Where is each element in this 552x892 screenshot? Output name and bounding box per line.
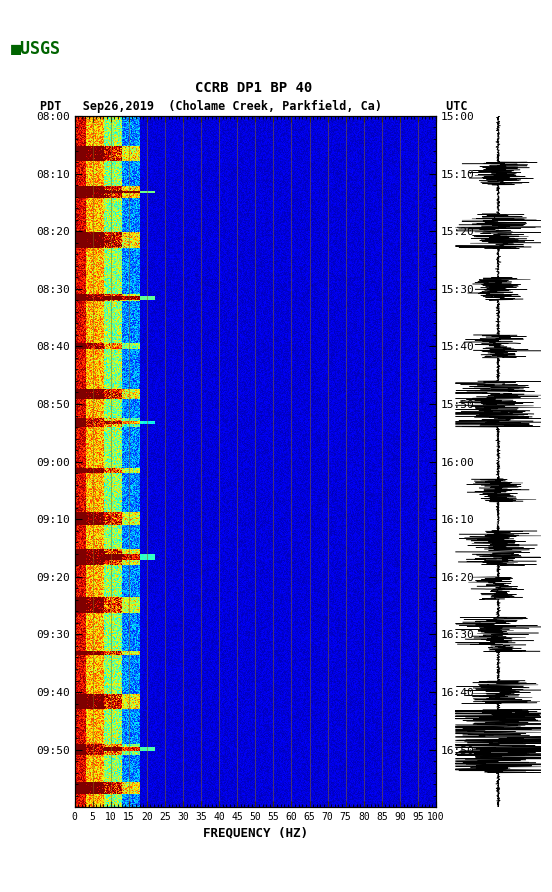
Text: PDT   Sep26,2019  (Cholame Creek, Parkfield, Ca)         UTC: PDT Sep26,2019 (Cholame Creek, Parkfield… <box>40 100 468 113</box>
Text: CCRB DP1 BP 40: CCRB DP1 BP 40 <box>195 81 312 95</box>
Text: ■USGS: ■USGS <box>11 40 61 58</box>
X-axis label: FREQUENCY (HZ): FREQUENCY (HZ) <box>203 826 308 839</box>
